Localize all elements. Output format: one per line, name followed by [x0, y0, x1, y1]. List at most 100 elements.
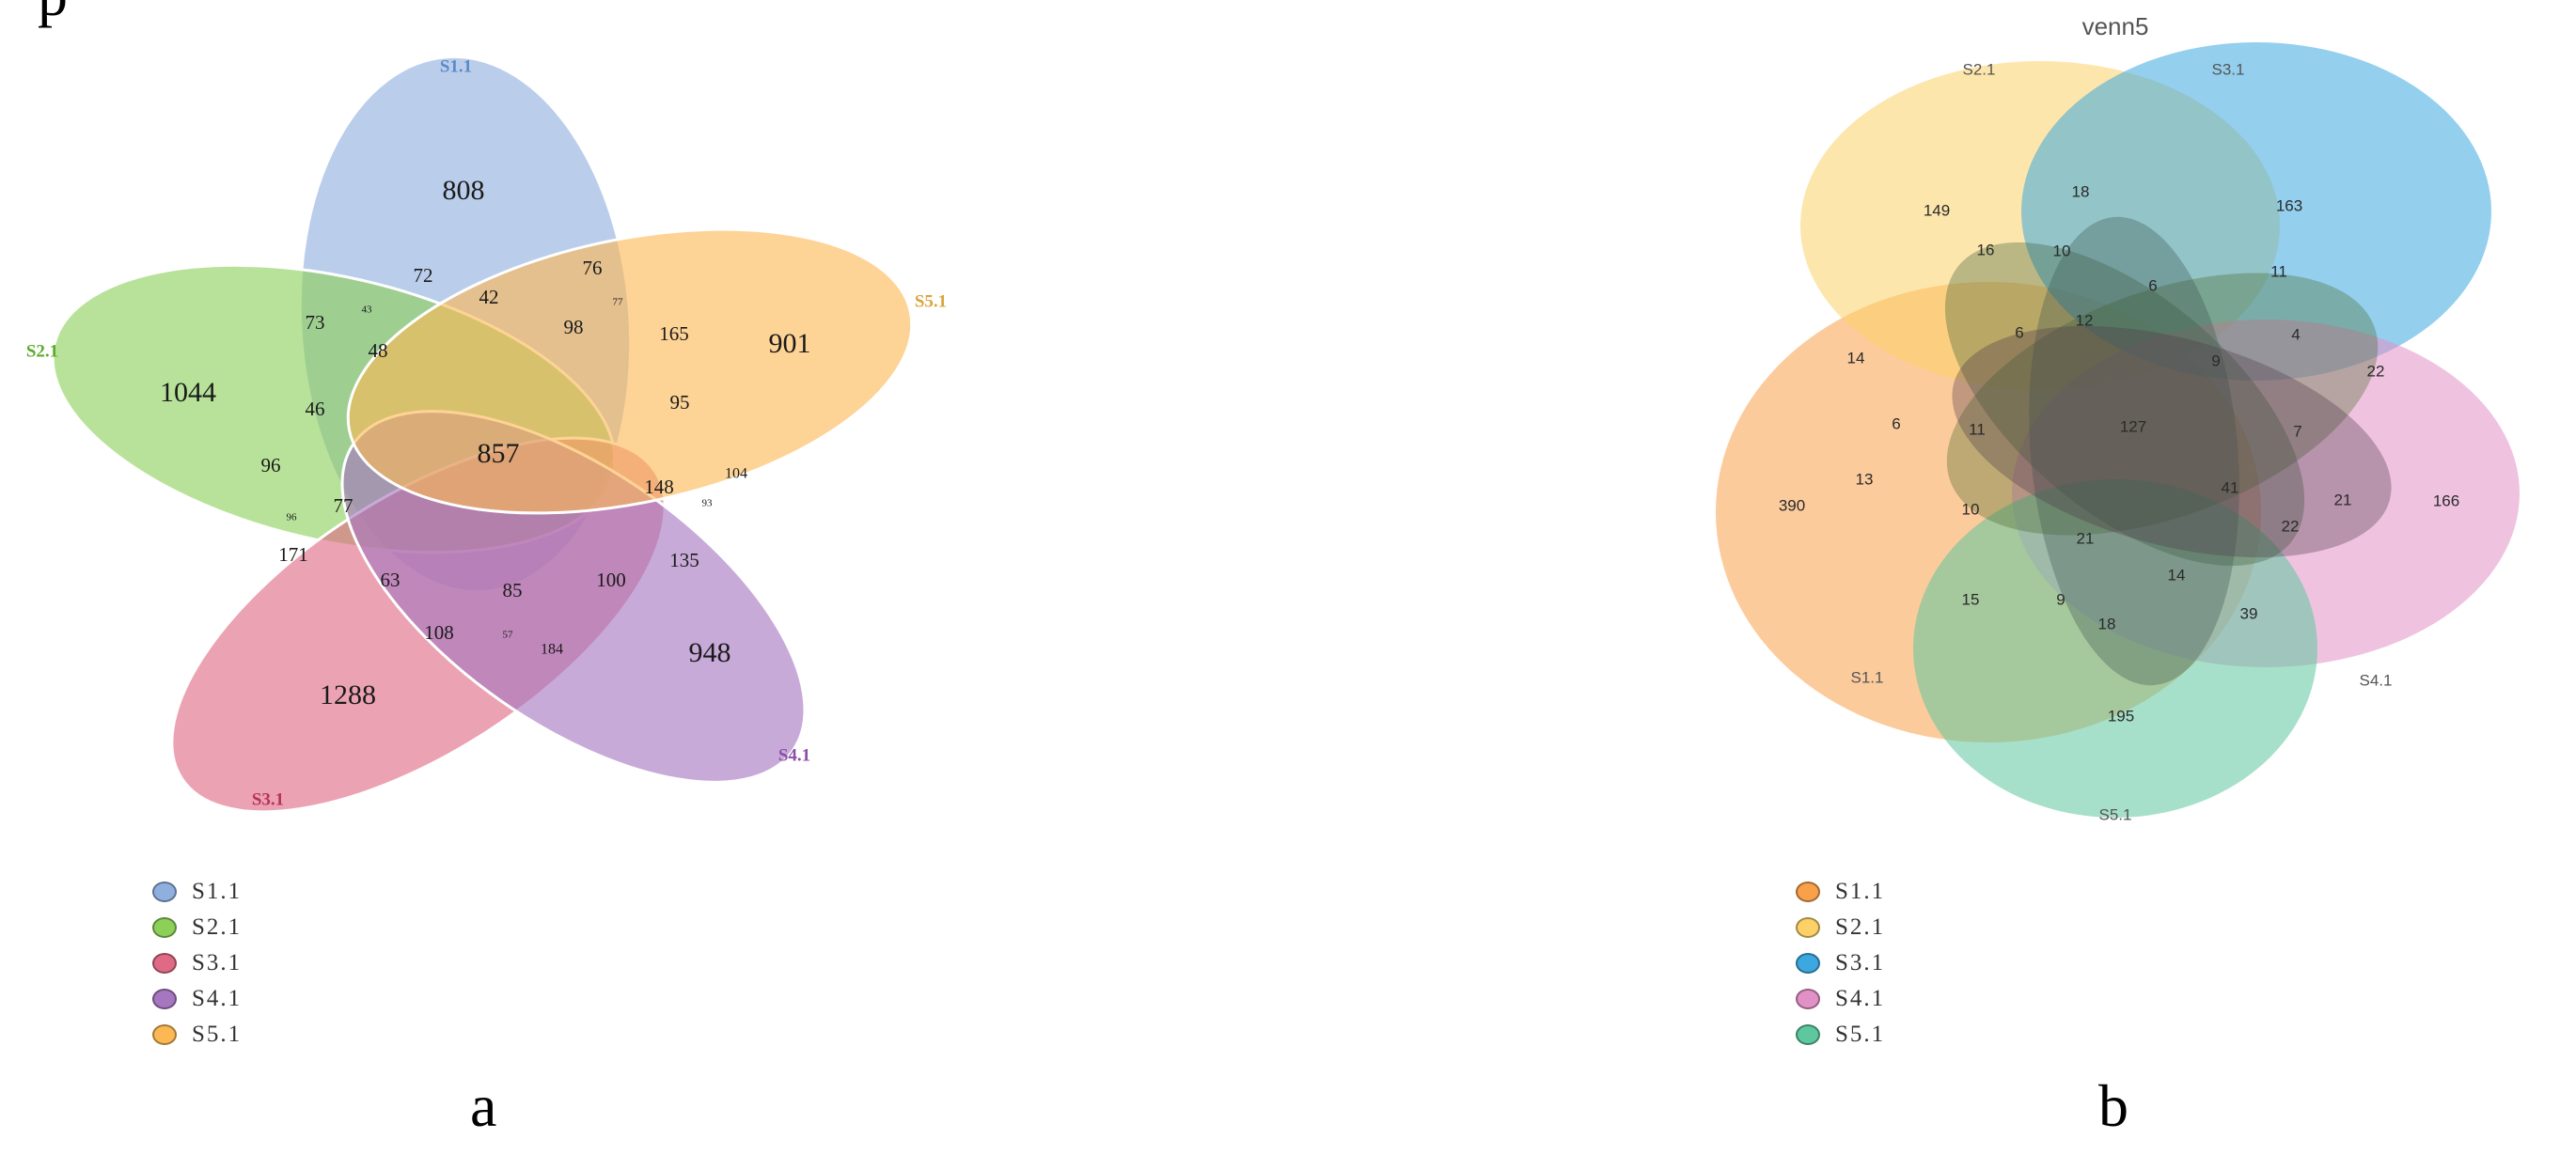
region-count: 149: [1924, 201, 1950, 219]
region-count: 48: [369, 339, 388, 362]
region-count: 57: [503, 630, 514, 641]
legend-a: S1.1 S2.1 S3.1 S4.1 S5.1: [152, 874, 242, 1053]
region-count: 21: [2077, 529, 2095, 547]
legend-item: S4.1: [152, 981, 242, 1017]
legend-label: S4.1: [1835, 986, 1886, 1011]
legend-label: S3.1: [192, 950, 243, 976]
legend-item: S3.1: [1796, 945, 1885, 981]
legend-item: S1.1: [152, 874, 242, 910]
chart-title: venn5: [2082, 12, 2149, 40]
set-label-S3-1: S3.1: [2212, 60, 2245, 78]
region-count: 6: [2148, 276, 2157, 294]
region-count: 127: [2120, 417, 2146, 435]
set-ellipse-S3-1: [2021, 42, 2491, 381]
region-count: 76: [583, 257, 603, 279]
set-label-S3-1: S3.1: [252, 789, 284, 809]
legend-label: S2.1: [192, 914, 243, 940]
region-count: 184: [541, 642, 563, 658]
region-count: 9: [2211, 351, 2220, 369]
legend-label: S3.1: [1835, 950, 1886, 976]
region-count: 15: [1962, 590, 1980, 608]
region-count: 1044: [160, 377, 216, 408]
region-count: 148: [644, 476, 674, 498]
region-count: 93: [702, 498, 714, 509]
panel-a: S1.1 S2.1 S3.1 S4.1 S5.1 808 1044 901 857 948 1288…: [26, 55, 947, 1139]
region-count: 195: [2108, 707, 2134, 725]
region-count: 166: [2433, 492, 2459, 509]
legend-swatch: [152, 882, 177, 902]
set-label-S1-1: S1.1: [440, 56, 472, 76]
region-count: 16: [1977, 241, 1995, 258]
set-label-S2-1: S2.1: [26, 341, 58, 361]
region-count: 1288: [320, 679, 376, 710]
legend-swatch: [152, 953, 177, 974]
region-count: 41: [2222, 478, 2239, 496]
set-label-S5-1: S5.1: [915, 291, 947, 311]
counts-a: 808 1044 901 857 948 1288 72 76 42 43 77 73 98 165 48 4…: [160, 175, 811, 710]
region-count: 9: [2056, 590, 2065, 608]
region-count: 14: [2168, 566, 2186, 584]
region-count: 100: [596, 569, 626, 591]
region-count: 39: [2240, 604, 2258, 622]
region-count: 72: [414, 264, 433, 287]
legend-label: S1.1: [192, 879, 243, 904]
region-count: 22: [2282, 517, 2300, 535]
panel-letter-b: b: [2098, 1072, 2128, 1139]
region-count: 96: [261, 454, 281, 476]
region-count: 46: [306, 398, 325, 420]
region-count: 22: [2367, 362, 2385, 380]
region-count: 95: [670, 391, 690, 414]
set-ellipse-S5-1: [1913, 479, 2317, 818]
region-count: 21: [2334, 491, 2352, 508]
region-count: 10: [1962, 500, 1980, 518]
region-count: 18: [2072, 182, 2090, 200]
region-count: 18: [2098, 615, 2116, 632]
region-count: 77: [613, 297, 624, 308]
legend-swatch: [1796, 917, 1820, 938]
overlap-petal: [1952, 325, 2392, 558]
panel-top-mark: p: [38, 0, 68, 30]
set-label-S4-1: S4.1: [2360, 671, 2393, 689]
region-count: 43: [362, 304, 373, 316]
legend-item: S2.1: [1796, 910, 1885, 945]
set-label-S5-1: S5.1: [2099, 805, 2132, 823]
region-count: 13: [1856, 470, 1874, 488]
overlap-petal: [2029, 216, 2239, 686]
legend-swatch: [152, 989, 177, 1009]
legend-swatch: [1796, 989, 1820, 1009]
region-count: 11: [1969, 420, 1986, 438]
legend-swatch: [152, 1024, 177, 1045]
region-count: 77: [334, 494, 353, 517]
overlap-petal: [1946, 273, 2379, 536]
region-count: 808: [443, 175, 485, 206]
region-count: 108: [424, 621, 454, 644]
region-count: 11: [2270, 262, 2287, 280]
legend-label: S1.1: [1835, 879, 1886, 904]
region-count: 42: [479, 286, 499, 308]
legend-label: S2.1: [1835, 914, 1886, 940]
legend-item: S2.1: [152, 910, 242, 945]
panel-b: venn5 S1.1 S2.1 S3.1 S4.1 S5.1 149 18 163 16 10 11 6…: [1288, 0, 2576, 1155]
legend-item: S5.1: [1796, 1017, 1885, 1053]
legend-b: S1.1 S2.1 S3.1 S4.1 S5.1: [1796, 874, 1885, 1053]
set-label-S1-1: S1.1: [1851, 668, 1884, 686]
legend-item: S3.1: [152, 945, 242, 981]
region-count: 96: [287, 512, 298, 523]
panel-letter-a: a: [470, 1072, 497, 1139]
overlap-petal: [1944, 242, 2305, 567]
set-label-S4-1: S4.1: [778, 745, 810, 765]
region-count: 165: [659, 322, 689, 345]
region-count: 857: [478, 438, 520, 469]
set-ellipse-S5-1: [346, 227, 914, 515]
region-count: 7: [2293, 422, 2301, 440]
region-count: 73: [306, 311, 325, 334]
region-count: 12: [2076, 311, 2094, 329]
region-count: 85: [503, 579, 523, 601]
region-count: 6: [1892, 414, 1900, 432]
region-count: 98: [564, 316, 584, 338]
legend-label: S5.1: [1835, 1022, 1886, 1047]
region-count: 63: [381, 569, 401, 591]
region-count: 171: [278, 543, 308, 566]
